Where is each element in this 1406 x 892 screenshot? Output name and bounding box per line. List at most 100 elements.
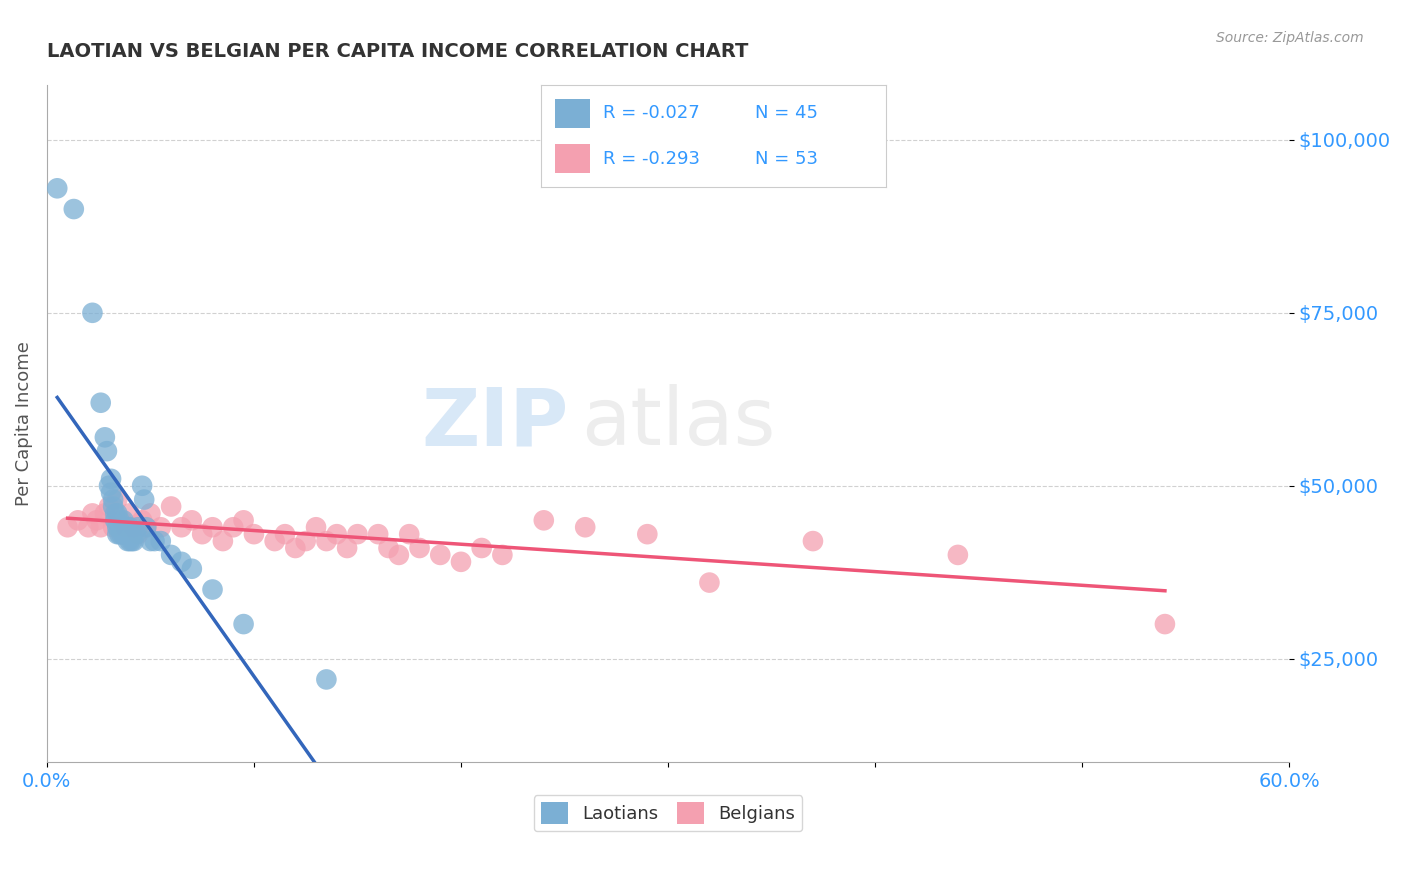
- Point: [191, 527, 214, 541]
- Point: [143, 534, 166, 549]
- Text: atlas: atlas: [581, 384, 776, 462]
- Point: [121, 527, 143, 541]
- Point: [232, 617, 254, 632]
- Point: [232, 513, 254, 527]
- Point: [46, 181, 69, 195]
- Text: LAOTIAN VS BELGIAN PER CAPITA INCOME CORRELATION CHART: LAOTIAN VS BELGIAN PER CAPITA INCOME COR…: [46, 42, 748, 61]
- Point: [139, 534, 162, 549]
- Point: [117, 520, 139, 534]
- Text: ZIP: ZIP: [422, 384, 568, 462]
- Point: [118, 534, 141, 549]
- Point: [336, 541, 359, 555]
- Y-axis label: Per Capita Income: Per Capita Income: [15, 341, 32, 506]
- Point: [274, 527, 297, 541]
- Point: [118, 520, 141, 534]
- Point: [82, 507, 104, 521]
- Point: [125, 527, 148, 541]
- Point: [326, 527, 349, 541]
- Point: [1154, 617, 1177, 632]
- Point: [114, 520, 136, 534]
- FancyBboxPatch shape: [555, 99, 589, 128]
- Point: [104, 513, 127, 527]
- Point: [180, 513, 202, 527]
- Point: [149, 520, 172, 534]
- Point: [104, 507, 127, 521]
- Text: Source: ZipAtlas.com: Source: ZipAtlas.com: [1216, 31, 1364, 45]
- Point: [135, 520, 157, 534]
- Point: [121, 534, 143, 549]
- Point: [160, 500, 183, 514]
- Point: [110, 513, 132, 527]
- Point: [56, 520, 79, 534]
- Point: [429, 548, 451, 562]
- Point: [118, 507, 141, 521]
- Point: [201, 582, 224, 597]
- Point: [127, 527, 149, 541]
- Point: [408, 541, 430, 555]
- Point: [450, 555, 472, 569]
- Point: [105, 492, 128, 507]
- Point: [149, 534, 172, 549]
- Point: [212, 534, 235, 549]
- Point: [533, 513, 555, 527]
- Point: [139, 507, 162, 521]
- Point: [367, 527, 389, 541]
- Point: [108, 527, 131, 541]
- Point: [170, 520, 193, 534]
- Point: [699, 575, 721, 590]
- Point: [946, 548, 969, 562]
- Point: [66, 513, 89, 527]
- Text: R = -0.293: R = -0.293: [603, 150, 700, 168]
- Point: [110, 527, 132, 541]
- Point: [114, 527, 136, 541]
- Point: [112, 513, 135, 527]
- Point: [801, 534, 824, 549]
- Point: [491, 548, 513, 562]
- Point: [127, 520, 149, 534]
- Point: [101, 520, 124, 534]
- Point: [135, 520, 157, 534]
- Point: [131, 479, 153, 493]
- Point: [77, 520, 100, 534]
- Point: [471, 541, 494, 555]
- Point: [100, 485, 122, 500]
- Point: [98, 500, 121, 514]
- Point: [377, 541, 399, 555]
- Point: [82, 306, 104, 320]
- Point: [98, 479, 121, 493]
- Point: [122, 520, 145, 534]
- Point: [636, 527, 658, 541]
- Text: R = -0.027: R = -0.027: [603, 104, 700, 122]
- Point: [398, 527, 420, 541]
- Point: [122, 534, 145, 549]
- Point: [294, 534, 316, 549]
- Point: [201, 520, 224, 534]
- Point: [243, 527, 266, 541]
- Point: [86, 513, 108, 527]
- Point: [305, 520, 328, 534]
- Point: [263, 534, 285, 549]
- Point: [90, 520, 112, 534]
- Point: [62, 202, 84, 216]
- Point: [96, 444, 118, 458]
- Text: N = 53: N = 53: [755, 150, 818, 168]
- Point: [134, 492, 156, 507]
- Point: [117, 534, 139, 549]
- Point: [160, 548, 183, 562]
- Point: [180, 562, 202, 576]
- Point: [315, 534, 337, 549]
- Point: [108, 513, 131, 527]
- Point: [105, 527, 128, 541]
- Point: [105, 520, 128, 534]
- Point: [114, 520, 136, 534]
- Point: [112, 527, 135, 541]
- Point: [101, 500, 124, 514]
- Point: [110, 520, 132, 534]
- Point: [131, 513, 153, 527]
- Point: [105, 507, 128, 521]
- Point: [346, 527, 368, 541]
- Point: [222, 520, 245, 534]
- Text: N = 45: N = 45: [755, 104, 818, 122]
- Point: [315, 673, 337, 687]
- FancyBboxPatch shape: [555, 145, 589, 173]
